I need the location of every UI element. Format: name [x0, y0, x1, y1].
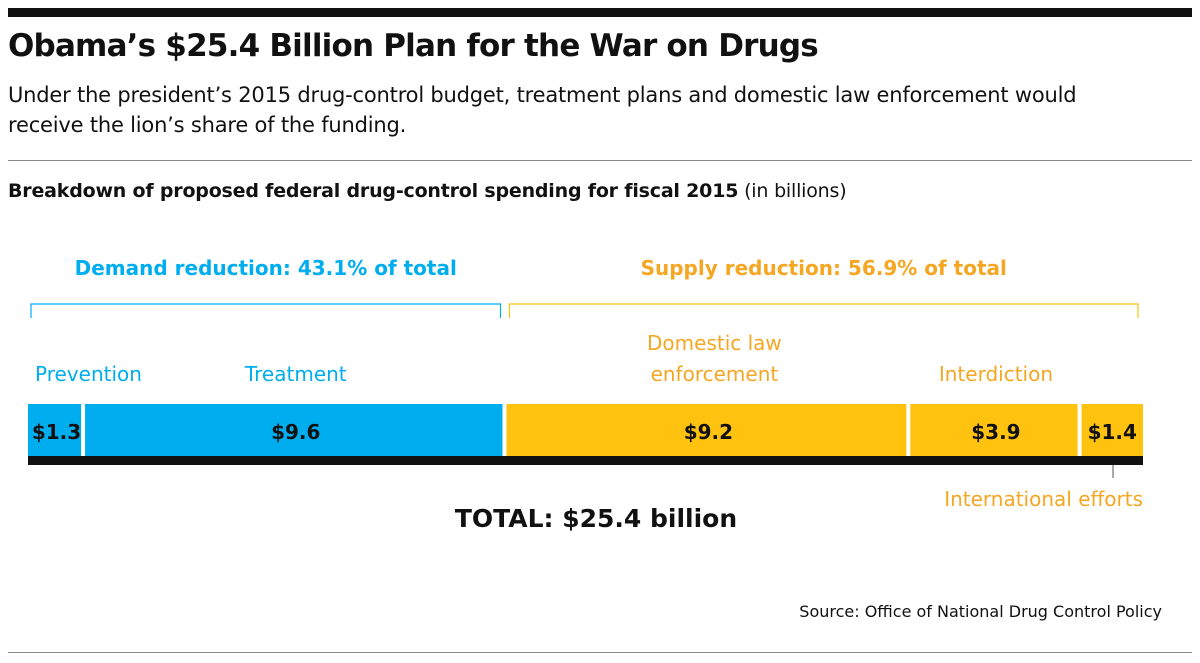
value-label-domestic-law-enforcement: $9.2 [684, 420, 733, 444]
section-divider [8, 160, 1192, 161]
category-label-domestic-line2: enforcement [651, 362, 779, 386]
group-bracket-supply [508, 303, 1139, 318]
category-label-interdiction: Interdiction [939, 362, 1053, 386]
top-rule [8, 8, 1192, 17]
value-label-prevention: $1.3 [32, 420, 81, 444]
value-label-interdiction: $3.9 [971, 420, 1020, 444]
bar-interdiction [910, 404, 1078, 456]
category-label-prevention: Prevention [35, 362, 142, 386]
value-label-international-efforts: $1.4 [1088, 420, 1137, 444]
total-label: TOTAL: $25.4 billion [455, 504, 737, 533]
source-note: Source: Office of National Drug Control … [799, 602, 1162, 621]
chart-heading-text: Breakdown of proposed federal drug-contr… [8, 180, 739, 202]
category-label-treatment: Treatment [244, 362, 347, 386]
bar-treatment [85, 404, 503, 456]
page-title: Obama’s $25.4 Billion Plan for the War o… [8, 28, 819, 64]
bar-baseline [28, 456, 1143, 465]
value-label-treatment: $9.6 [271, 420, 320, 444]
chart-heading-unit: (in billions) [744, 180, 847, 202]
bottom-rule [8, 652, 1192, 653]
bar-domestic-law-enforcement [506, 404, 907, 456]
page-subtitle: Under the president’s 2015 drug-control … [8, 83, 1077, 137]
bar-prevention [28, 404, 82, 456]
group-label-supply: Supply reduction: 56.9% of total [641, 256, 1007, 280]
bar-international-efforts [1081, 404, 1143, 456]
chart-heading: Breakdown of proposed federal drug-contr… [8, 180, 847, 202]
category-label-domestic-line1: Domestic law [647, 331, 782, 355]
group-bracket-demand [30, 303, 502, 318]
group-label-demand: Demand reduction: 43.1% of total [75, 256, 457, 280]
category-label-international-efforts: International efforts [944, 487, 1143, 511]
